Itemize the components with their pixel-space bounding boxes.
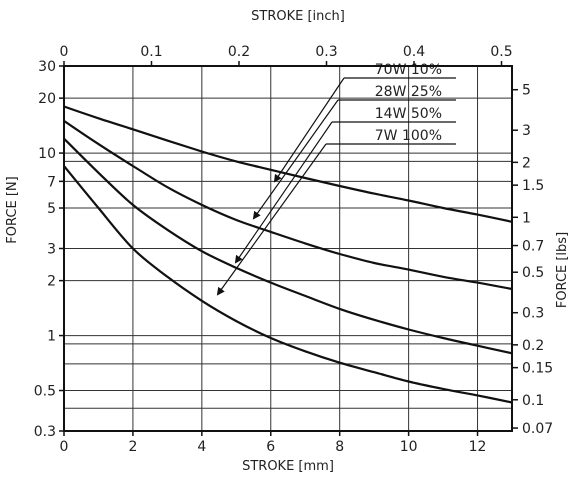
grid-layer xyxy=(63,65,512,432)
x-axis-title-top: STROKE [inch] xyxy=(251,9,345,24)
series-line-3 xyxy=(63,137,513,355)
legend-leader-arrow-2 xyxy=(252,99,339,220)
y-tick-label-right: 2 xyxy=(522,155,531,171)
curve-layer xyxy=(63,105,513,404)
x-axis-title-bottom: STROKE [mm] xyxy=(242,459,334,474)
legend-leader-arrow-3 xyxy=(234,121,333,264)
x-tick-label-bottom: 2 xyxy=(128,439,137,455)
y-tick-label-right: 0.7 xyxy=(522,239,544,255)
plot-frame xyxy=(63,65,513,432)
y-tick-label-left: 0.5 xyxy=(34,384,56,400)
legend-label-3: 14W 50% xyxy=(375,106,442,122)
x-tick-label-top: 0.2 xyxy=(228,44,250,60)
y-tick-label-right: 0.2 xyxy=(522,338,544,354)
legend-label-4: 7W 100% xyxy=(375,128,442,144)
tick-layer: 0 2 4 6 8 10 120 0.1 0.2 0.3 0.4 0.5302010753210.50… xyxy=(34,44,553,455)
y-tick-label-right: 0.5 xyxy=(522,265,544,281)
y-tick-label-right: 5 xyxy=(522,83,531,99)
y-tick-label-left: 3 xyxy=(47,242,56,258)
y-tick-label-right: 3 xyxy=(522,123,531,139)
x-tick-label-top: 0.3 xyxy=(315,44,337,60)
y-tick-label-left: 20 xyxy=(38,91,56,107)
x-tick-label-bottom: 6 xyxy=(266,439,275,455)
y-tick-label-left: 2 xyxy=(47,274,56,290)
y-axis-title-left: FORCE [N] xyxy=(5,176,20,243)
y-tick-label-right: 0.07 xyxy=(522,421,553,437)
y-tick-label-right: 0.3 xyxy=(522,306,544,322)
x-tick-label-top: 0.5 xyxy=(490,44,512,60)
y-tick-label-left: 5 xyxy=(47,201,56,217)
y-tick-label-left: 10 xyxy=(38,146,56,162)
legend-leader-arrow-4 xyxy=(216,143,327,296)
legend-label-2: 28W 25% xyxy=(375,84,442,100)
y-tick-label-left: 0.3 xyxy=(34,424,56,440)
y-tick-label-right: 1 xyxy=(522,210,531,226)
y-tick-label-left: 7 xyxy=(47,174,56,190)
x-tick-label-bottom: 0 xyxy=(60,439,69,455)
x-tick-label-bottom: 4 xyxy=(197,439,206,455)
y-axis-title-right: FORCE [lbs] xyxy=(555,232,570,308)
x-tick-label-top: 0 xyxy=(60,44,69,60)
series-line-2 xyxy=(63,119,513,291)
y-tick-label-left: 1 xyxy=(47,329,56,345)
legend-label-1: 70W 10% xyxy=(375,62,442,78)
y-tick-label-right: 1.5 xyxy=(522,178,544,194)
series-line-4 xyxy=(63,165,513,404)
x-tick-label-top: 0.1 xyxy=(140,44,162,60)
x-tick-label-top: 0.4 xyxy=(403,44,425,60)
legend-layer: 70W 10% 28W 25% 14W 50% 7W 100% xyxy=(216,62,456,296)
y-tick-label-right: 0.15 xyxy=(522,361,553,377)
x-tick-label-bottom: 8 xyxy=(335,439,344,455)
y-tick-label-right: 0.1 xyxy=(522,393,544,409)
x-tick-label-bottom: 10 xyxy=(400,439,418,455)
x-tick-label-bottom: 12 xyxy=(469,439,487,455)
series-line-1 xyxy=(63,105,513,223)
y-tick-label-left: 30 xyxy=(38,59,56,75)
legend-leader-arrow-1 xyxy=(273,77,345,183)
